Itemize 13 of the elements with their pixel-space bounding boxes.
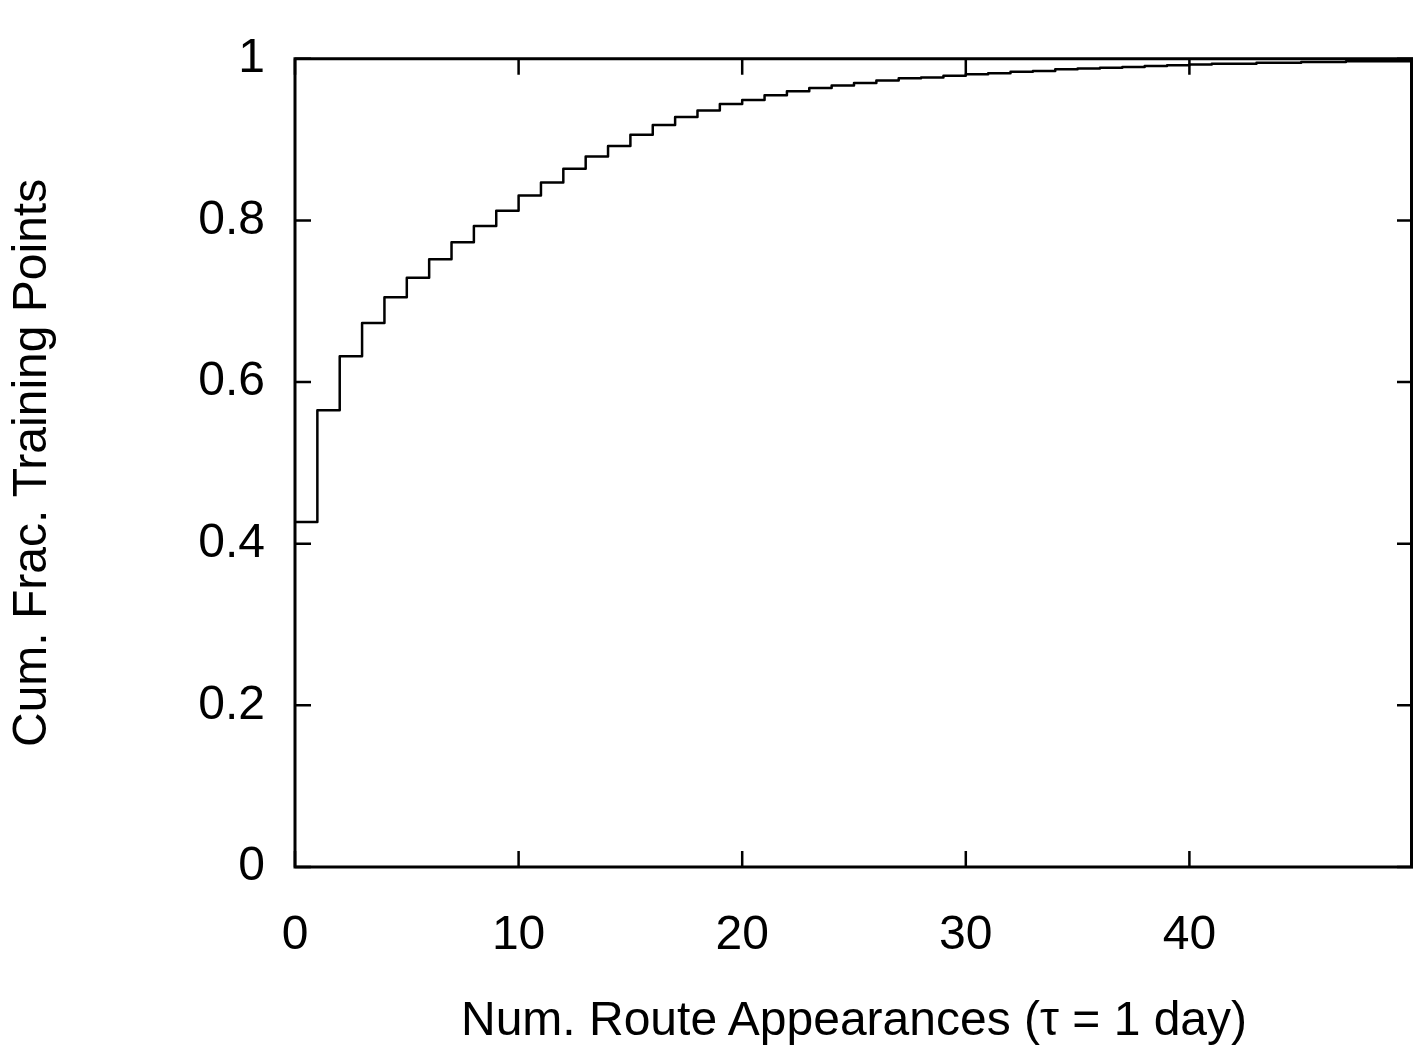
x-tick-label: 20 bbox=[715, 906, 769, 960]
x-tick-label: 40 bbox=[1162, 906, 1217, 960]
y-axis-title: Cum. Frac. Training Points bbox=[3, 178, 57, 747]
y-tick-label: 0 bbox=[238, 837, 265, 891]
y-tick-label: 0.2 bbox=[198, 675, 265, 729]
y-tick-label: 0.8 bbox=[198, 190, 265, 244]
x-tick-label: 0 bbox=[281, 906, 309, 960]
x-tick-label: 30 bbox=[939, 906, 993, 960]
y-tick-label: 0.4 bbox=[198, 513, 265, 567]
y-tick-label: 0.6 bbox=[198, 352, 265, 406]
y-tick-label: 1 bbox=[238, 29, 265, 83]
x-tick-label: 10 bbox=[491, 906, 546, 960]
x-axis-title: Num. Route Appearances (τ = 1 day) bbox=[460, 992, 1248, 1046]
